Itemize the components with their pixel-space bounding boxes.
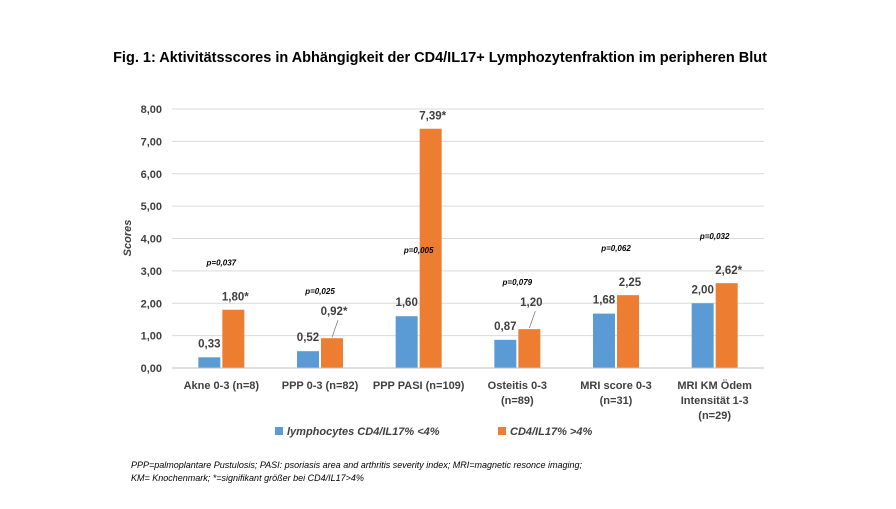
y-tick-label: 5,00 [141,201,162,213]
data-label-series-1: 1,60 [395,297,417,309]
x-category-label: (n=31) [600,395,633,407]
y-tick-label: 7,00 [141,136,162,148]
legend-swatch [275,427,283,435]
legend-label: CD4/IL17% >4% [510,426,592,438]
p-value-annotation: p=0,062 [600,244,631,253]
x-category-label: (n=89) [501,395,534,407]
y-tick-label: 6,00 [141,169,162,181]
bar-series-2 [222,309,245,368]
x-category-label: PPP 0-3 (n=82) [282,380,359,392]
bar-series-2 [715,283,738,368]
data-label-leader [528,311,536,329]
y-tick-label: 2,00 [141,298,162,310]
data-label-leader [331,320,339,338]
data-label-series-2: 7,39* [419,111,446,123]
p-value-annotation: p=0,037 [206,259,237,268]
bars: 0,33 1,80* p=0,037 0,52 0,92* p=0,025 1,60 7,39… [198,111,743,368]
footnote-line-2: KM= Knochenmark; *=signifikant größer be… [131,473,364,483]
data-label-series-1: 2,00 [691,284,713,296]
bar-series-2 [617,295,639,368]
data-label-series-2: 0,92* [321,306,348,318]
gridlines [172,108,764,337]
legend: lymphocytes CD4/IL17% <4% CD4/IL17% >4% [275,426,592,438]
bar-series-2 [321,338,343,368]
x-category-label: Osteitis 0-3 [488,380,547,392]
bar-series-1 [691,303,714,368]
footnote-line-1: PPP=palmoplantare Pustulosis; PASI: psor… [131,460,583,470]
bar-series-1 [297,351,319,368]
y-tick-label: 3,00 [141,266,162,278]
legend-swatch [498,427,506,435]
bar-series-1 [198,357,221,368]
y-axis-label: Scores [122,220,134,257]
data-label-series-1: 0,52 [297,332,319,344]
x-category-label: Intensität 1-3 [681,395,749,407]
data-label-series-2: 1,80* [222,292,249,304]
data-label-series-1: 1,68 [593,295,616,307]
y-tick-label: 0,00 [141,363,162,375]
y-tick-label: 1,00 [141,331,162,343]
data-label-series-1: 0,33 [198,338,220,350]
x-category-label: MRI KM Ödem [677,379,752,392]
y-tick-label: 8,00 [141,104,162,116]
y-axis: 0,00 1,00 2,00 3,00 4,00 5,00 6,00 7,00 8,00 [141,104,162,375]
x-category-label: Akne 0-3 (n=8) [184,380,260,392]
p-value-annotation: p=0,005 [403,246,434,255]
x-category-label: PPP PASI (n=109) [373,380,465,392]
x-axis: Akne 0-3 (n=8) PPP 0-3 (n=82) PPP PASI (n=… [172,367,764,422]
x-category-label: (n=29) [698,410,731,422]
legend-label: lymphocytes CD4/IL17% <4% [287,426,440,438]
data-label-series-1: 0,87 [494,321,516,333]
bar-series-1 [593,313,615,368]
y-tick-label: 4,00 [141,234,162,246]
data-label-series-2: 2,25 [619,277,642,289]
chart-title: Fig. 1: Aktivitätsscores in Abhängigkeit… [113,50,767,66]
p-value-annotation: p=0,032 [699,232,730,241]
data-label-series-2: 1,20 [520,297,542,309]
p-value-annotation: p=0,025 [304,287,335,296]
bar-series-2 [518,329,541,368]
bar-series-2 [419,128,442,368]
bar-series-1 [494,339,517,368]
x-category-label: MRI score 0-3 [580,380,652,392]
p-value-annotation: p=0,079 [502,278,533,287]
bar-series-1 [395,316,418,368]
data-label-series-2: 2,62* [715,265,742,277]
